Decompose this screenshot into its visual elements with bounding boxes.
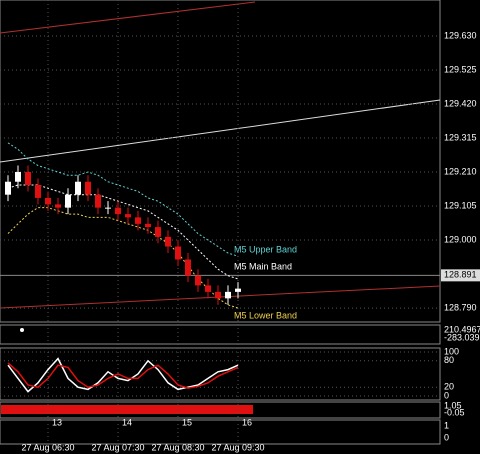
candle-body	[165, 236, 171, 247]
stochastic-line	[7, 362, 239, 389]
indicator-label: 210.4967	[444, 324, 480, 334]
candle-body	[235, 288, 241, 292]
candle-body	[215, 291, 221, 299]
histogram-pane	[0, 401, 441, 419]
stochastic-pane	[0, 347, 441, 401]
signal-label: 1	[444, 420, 449, 430]
candle-body	[175, 246, 181, 260]
candle-body	[195, 275, 201, 286]
day-marker: 14	[122, 417, 132, 427]
x-tick-label: 27 Aug 07:30	[91, 442, 144, 452]
y-tick-label: 100	[444, 346, 459, 356]
candle-body	[25, 172, 31, 185]
band-line	[7, 142, 239, 257]
band-label: M5 Main Band	[234, 261, 292, 271]
indicator-pane	[0, 324, 441, 345]
last-price-box	[441, 269, 480, 282]
stochastic-line	[7, 357, 239, 393]
x-tick-label: 27 Aug 09:30	[211, 442, 264, 452]
y-tick-label: 129.210	[444, 166, 477, 176]
y-tick-label: 80	[444, 355, 454, 365]
candle-body	[65, 194, 71, 208]
signal-pane	[0, 419, 441, 445]
candle-body	[135, 217, 141, 224]
band-line	[7, 184, 239, 280]
y-tick-label: 20	[444, 382, 454, 392]
y-tick-label: 129.105	[444, 200, 477, 210]
day-marker: 15	[182, 417, 192, 427]
x-tick-label: 27 Aug 08:30	[151, 442, 204, 452]
candle-body	[15, 172, 21, 182]
candle-body	[5, 181, 11, 195]
trend-line	[0, 1, 256, 34]
band-line	[7, 207, 239, 309]
candle-body	[95, 194, 101, 208]
y-tick-label: 129.000	[444, 234, 477, 244]
y-tick-label: 129.630	[444, 30, 477, 40]
x-tick-label: 27 Aug 06:30	[21, 442, 74, 452]
y-tick-label: 0	[444, 390, 449, 400]
candle-body	[225, 291, 231, 299]
y-tick-label: 128.790	[444, 302, 477, 312]
candle-body	[85, 181, 91, 195]
y-tick-label: 129.420	[444, 98, 477, 108]
candle-body	[145, 223, 151, 228]
signal-label: 0	[444, 432, 449, 442]
candle-body	[45, 197, 51, 205]
band-label: M5 Lower Band	[234, 310, 297, 320]
histogram-label: -0.05	[444, 407, 465, 417]
histogram-label: 1.05	[444, 400, 462, 410]
candle-body	[155, 227, 161, 237]
candle-body	[105, 207, 111, 209]
candle-body	[75, 181, 81, 195]
main-pane	[0, 0, 441, 323]
trend-line	[0, 99, 441, 163]
candle-body	[185, 259, 191, 276]
y-tick-label: 129.525	[444, 64, 477, 74]
histogram-bars	[1, 405, 253, 414]
candle-body	[125, 214, 131, 218]
candle-body	[205, 285, 211, 292]
y-tick-label: 129.315	[444, 132, 477, 142]
last-price-label: 128.891	[444, 270, 477, 280]
candle-body	[35, 184, 41, 198]
day-marker: 13	[52, 417, 62, 427]
band-label: M5 Upper Band	[234, 245, 297, 255]
signal-dot	[20, 328, 24, 332]
day-marker: 16	[242, 417, 252, 427]
candle-body	[115, 207, 121, 215]
candle-body	[55, 204, 61, 208]
